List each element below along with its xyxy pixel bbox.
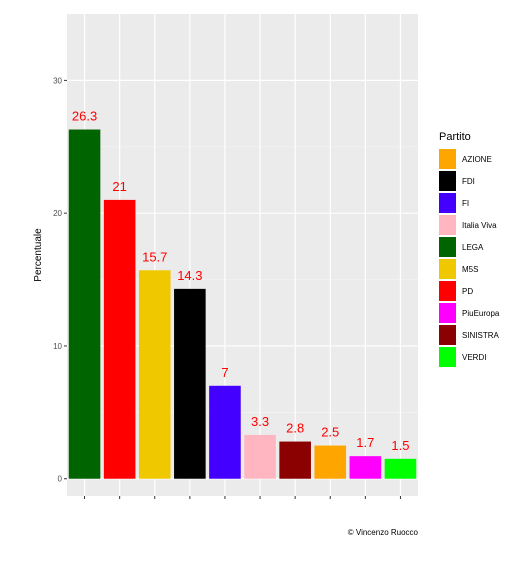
bar xyxy=(349,456,382,479)
data-label: 15.7 xyxy=(142,249,167,264)
data-label: 3.3 xyxy=(251,414,269,429)
data-label: 7 xyxy=(221,365,228,380)
legend-swatch xyxy=(439,259,456,279)
y-tick-label: 30 xyxy=(53,76,62,85)
data-label: 21 xyxy=(112,179,126,194)
y-tick-label: 10 xyxy=(53,342,62,351)
bar xyxy=(314,445,347,479)
bar xyxy=(244,434,276,479)
data-label: 14.3 xyxy=(177,268,202,283)
data-label: 2.8 xyxy=(286,421,304,436)
y-axis: 0 10 20 30 xyxy=(53,76,67,484)
bar xyxy=(68,129,101,479)
legend-label: SINISTRA xyxy=(462,331,500,340)
legend: Partito AZIONE FDI FI Italia Viva LEGA M5S PD P… xyxy=(439,131,500,367)
y-tick-label: 0 xyxy=(58,475,63,484)
legend-label: PD xyxy=(462,287,473,296)
legend-swatch xyxy=(439,149,456,169)
y-tick-label: 20 xyxy=(53,209,62,218)
legend-label: Italia Viva xyxy=(462,221,497,230)
legend-label: M5S xyxy=(462,265,478,274)
legend-swatch xyxy=(439,347,456,367)
legend-swatch xyxy=(439,237,456,257)
data-label: 26.3 xyxy=(72,109,97,124)
bars xyxy=(68,129,417,479)
y-axis-title: Percentuale xyxy=(33,228,44,282)
data-labels: 26.3 21 15.7 14.3 7 3.3 2.8 2.5 1.7 1.5 xyxy=(72,109,410,453)
bar xyxy=(138,270,171,479)
legend-label: FI xyxy=(462,199,469,208)
legend-label: AZIONE xyxy=(462,155,492,164)
caption: © Vincenzo Ruocco xyxy=(348,528,419,537)
bar xyxy=(384,458,417,479)
bar xyxy=(174,288,206,479)
legend-entries: AZIONE FDI FI Italia Viva LEGA M5S PD PiuEuropa… xyxy=(439,149,500,367)
bar xyxy=(209,385,241,479)
data-label: 1.7 xyxy=(356,435,374,450)
bar xyxy=(103,199,136,479)
bar xyxy=(279,441,311,479)
legend-swatch xyxy=(439,303,456,323)
legend-title: Partito xyxy=(439,131,471,143)
legend-label: VERDI xyxy=(462,353,486,362)
legend-label: LEGA xyxy=(462,243,484,252)
legend-swatch xyxy=(439,193,456,213)
x-axis xyxy=(84,496,401,499)
legend-swatch xyxy=(439,171,456,191)
legend-swatch xyxy=(439,281,456,301)
legend-swatch xyxy=(439,215,456,235)
data-label: 1.5 xyxy=(391,438,409,453)
data-label: 2.5 xyxy=(321,425,339,440)
legend-label: FDI xyxy=(462,177,475,186)
legend-swatch xyxy=(439,325,456,345)
legend-label: PiuEuropa xyxy=(462,309,500,318)
